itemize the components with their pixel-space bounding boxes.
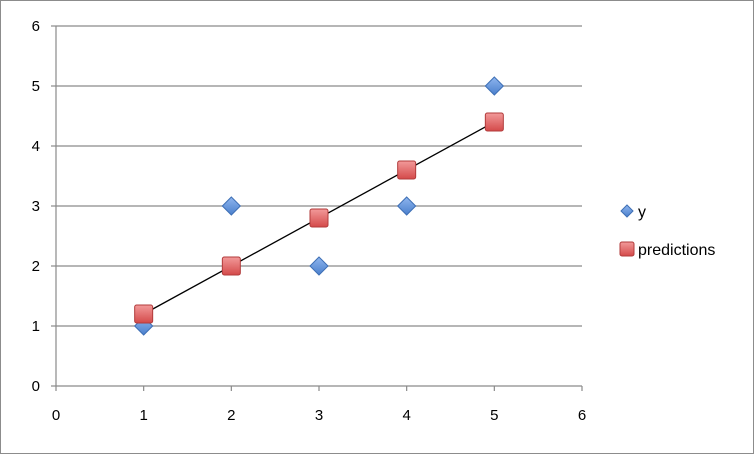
y-tick-label: 1 (32, 318, 40, 335)
x-tick-label: 4 (402, 407, 410, 424)
y-tick-label: 0 (32, 378, 40, 395)
legend-marker-predictions (619, 241, 635, 257)
x-tick-label: 5 (490, 407, 498, 424)
x-tick-label: 1 (139, 407, 147, 424)
point-predictions-4 (397, 160, 417, 180)
point-predictions-2 (221, 256, 241, 276)
point-predictions-3 (309, 208, 329, 228)
point-y-3 (309, 256, 329, 276)
legend: y predictions (619, 204, 715, 259)
legend-label-y: y (638, 204, 646, 221)
point-y-2 (221, 196, 242, 216)
point-predictions-5 (484, 112, 504, 132)
y-tick-label: 2 (32, 258, 40, 275)
y-tick-label: 6 (32, 18, 40, 35)
point-y-5 (484, 76, 505, 96)
axes (51, 25, 583, 391)
grid-lines (56, 25, 582, 327)
x-tick-label: 0 (52, 407, 60, 424)
x-tick-label: 6 (578, 407, 586, 424)
y-tick-label: 3 (32, 198, 40, 215)
y-tick-label: 4 (32, 138, 40, 155)
tick-labels: 0 1 2 3 4 5 6 0 1 2 3 4 5 6 (32, 18, 587, 424)
point-y-4 (396, 196, 417, 216)
data-points (133, 76, 505, 336)
x-tick-label: 3 (315, 407, 323, 424)
x-tick-label: 2 (227, 407, 235, 424)
point-predictions-1 (134, 304, 154, 324)
y-tick-label: 5 (32, 78, 40, 95)
legend-marker-y (620, 204, 634, 218)
legend-label-predictions: predictions (638, 242, 715, 259)
